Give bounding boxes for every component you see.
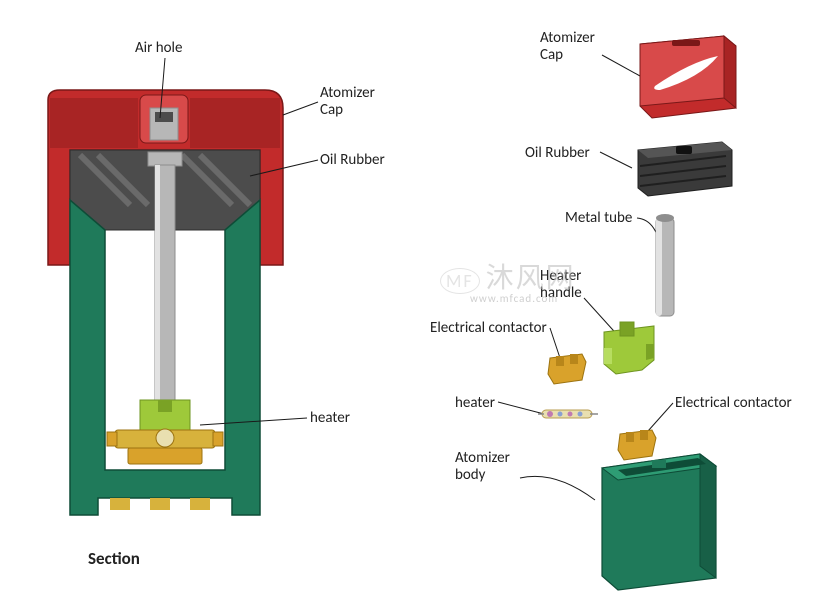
exploded-atomizer-cap	[640, 36, 736, 118]
exploded-electrical-contactor-1	[548, 354, 586, 384]
exploded-heater	[538, 410, 598, 418]
exploded-drawing	[0, 0, 820, 592]
exploded-atomizer-body	[602, 454, 716, 590]
exploded-electrical-contactor-2	[618, 430, 656, 460]
label-exploded-metal-tube: Metal tube	[565, 210, 632, 227]
label-exploded-elec-contactor-1: Electrical contactor	[430, 320, 547, 337]
label-exploded-oil-rubber: Oil Rubber	[525, 145, 590, 162]
label-exploded-heater: heater	[455, 395, 495, 412]
exploded-metal-tube	[656, 214, 674, 316]
label-exploded-elec-contactor-2: Electrical contactor	[675, 395, 792, 412]
label-exploded-heater-handle: Heater handle	[540, 268, 582, 303]
label-exploded-atomizer-body: Atomizer body	[455, 450, 510, 485]
label-exploded-atomizer-cap: Atomizer Cap	[540, 30, 595, 65]
exploded-heater-handle	[604, 322, 654, 374]
exploded-oil-rubber	[638, 142, 732, 196]
